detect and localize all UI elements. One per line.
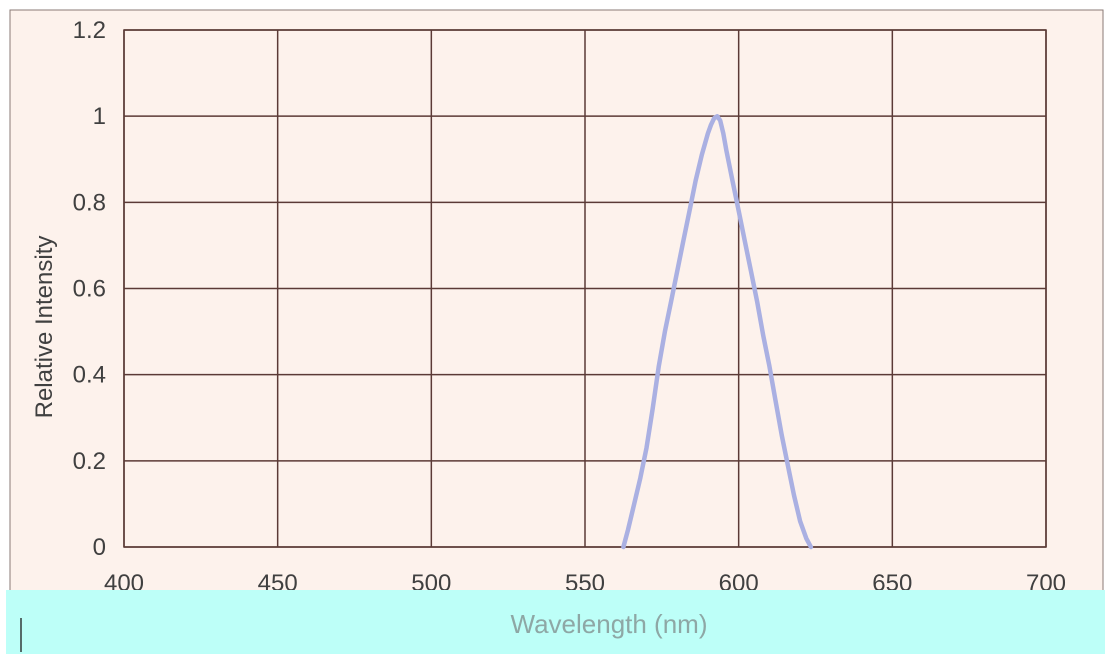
y-tick-label: 0.4 — [73, 362, 106, 389]
grid-lines — [123, 29, 1047, 548]
y-axis-title: Relative Intensity — [31, 236, 58, 419]
y-tick-label: 0.2 — [73, 448, 106, 475]
series-line — [621, 113, 814, 550]
y-tick-label: 1 — [93, 103, 106, 130]
series-layer — [621, 113, 814, 550]
y-tick-label: 0.8 — [73, 189, 106, 216]
y-tick-label: 0 — [93, 534, 106, 561]
band-cursor-mark — [20, 618, 22, 652]
y-tick-label: 1.2 — [73, 17, 106, 44]
bottom-overlay-band — [6, 590, 1105, 654]
y-tick-label: 0.6 — [73, 276, 106, 303]
x-axis-title: Wavelength (nm) — [511, 609, 708, 639]
y-tick-labels: 0 0.2 0.4 0.6 0.8 1 1.2 — [73, 17, 106, 561]
